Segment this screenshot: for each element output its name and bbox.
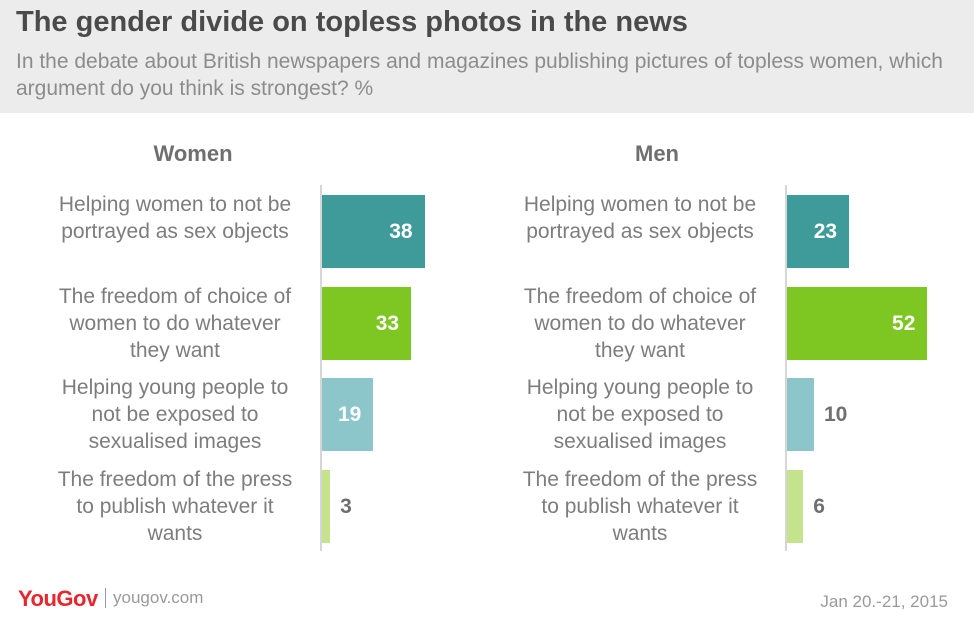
bar-men-2 [787, 287, 928, 360]
category-label-women-4: The freedom of the press to publish what… [57, 468, 293, 545]
category-label-men-1: Helping women to not be portrayed as sex… [523, 193, 757, 243]
category-label-women-3: Helping young people to not be exposed t… [61, 376, 289, 453]
bar-men-3 [787, 378, 814, 451]
bar-men-1 [787, 195, 850, 268]
value-label-women-4: 3 [340, 495, 352, 518]
panel-title-women: Women [153, 141, 233, 166]
panel-title-men: Men [635, 141, 679, 166]
value-label-women-2: 33 [375, 312, 400, 335]
axis-line-men [785, 185, 787, 551]
category-label-men-2: The freedom of choice of women to do wha… [523, 285, 757, 362]
value-label-women-1: 38 [389, 220, 413, 243]
bar-women-3 [322, 378, 374, 451]
logo-divider [105, 588, 106, 608]
axis-line-women [320, 185, 322, 551]
value-label-men-4: 6 [813, 495, 825, 518]
bar-women-2 [322, 287, 412, 360]
category-label-women-2: The freedom of choice of women to do wha… [58, 285, 292, 362]
value-label-men-3: 10 [824, 403, 848, 426]
survey-date: Jan 20.-21, 2015 [820, 592, 948, 611]
category-label-men-4: The freedom of the press to publish what… [522, 468, 758, 545]
value-label-women-3: 19 [337, 403, 362, 426]
bar-women-1 [322, 195, 425, 268]
chart-title: The gender divide on topless photos in t… [16, 6, 688, 38]
bar-men-4 [787, 470, 804, 543]
site-link[interactable]: yougov.com [113, 588, 204, 607]
header: The gender divide on topless photos in t… [0, 0, 974, 113]
category-label-men-3: Helping young people to not be exposed t… [526, 376, 754, 453]
chart-subtitle: In the debate about British newspapers a… [16, 50, 943, 100]
category-label-women-1: Helping women to not be portrayed as sex… [58, 193, 292, 243]
value-label-men-2: 52 [892, 312, 916, 335]
value-label-men-1: 23 [813, 220, 838, 243]
bar-women-4 [322, 470, 331, 543]
yougov-logo: YouGov [18, 586, 98, 611]
